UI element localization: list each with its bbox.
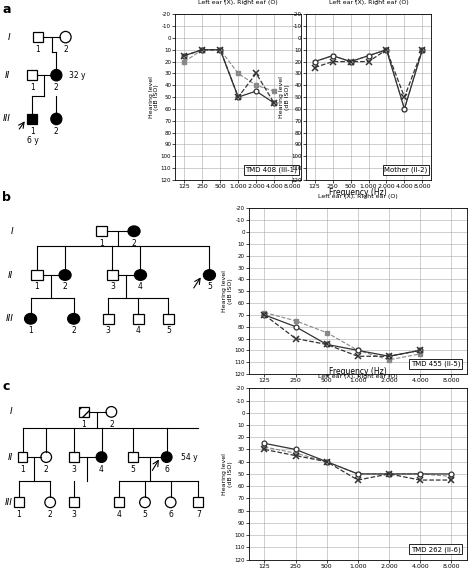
Text: 5: 5: [131, 465, 136, 474]
Text: Left ear (X), Right ear (O): Left ear (X), Right ear (O): [328, 0, 409, 5]
Text: 4: 4: [117, 510, 122, 518]
Text: TMD 262 (II-6): TMD 262 (II-6): [410, 546, 460, 553]
Text: 2: 2: [63, 45, 68, 54]
Text: 2: 2: [63, 282, 67, 291]
Text: 7: 7: [196, 510, 201, 518]
Circle shape: [106, 407, 117, 417]
FancyBboxPatch shape: [33, 32, 43, 42]
Text: 1: 1: [20, 465, 25, 474]
FancyBboxPatch shape: [193, 497, 203, 507]
Text: I: I: [8, 33, 10, 42]
FancyBboxPatch shape: [102, 314, 114, 324]
FancyBboxPatch shape: [31, 270, 43, 280]
FancyBboxPatch shape: [128, 452, 138, 462]
Title: Frequency (Hz): Frequency (Hz): [340, 0, 397, 2]
Circle shape: [41, 452, 52, 463]
Circle shape: [128, 226, 140, 236]
Text: 5: 5: [166, 325, 171, 335]
Title: Frequency (Hz): Frequency (Hz): [210, 0, 267, 2]
Text: 4: 4: [99, 465, 104, 474]
Text: II: II: [8, 271, 13, 280]
Text: c: c: [2, 380, 10, 393]
Text: I: I: [10, 407, 13, 416]
FancyBboxPatch shape: [163, 314, 174, 324]
Title: Frequency (Hz): Frequency (Hz): [329, 187, 387, 196]
Text: 2: 2: [54, 127, 59, 136]
Y-axis label: Hearing level
(dB ISO): Hearing level (dB ISO): [222, 270, 233, 312]
Text: Mother (II-2): Mother (II-2): [384, 167, 428, 173]
Text: Left ear (X), Right ear (O): Left ear (X), Right ear (O): [318, 194, 398, 199]
Text: 2: 2: [109, 420, 114, 429]
FancyBboxPatch shape: [133, 314, 144, 324]
Text: 3: 3: [72, 510, 76, 518]
Text: 5: 5: [207, 282, 212, 291]
Text: 1: 1: [100, 239, 104, 248]
Text: 3: 3: [110, 282, 115, 291]
Circle shape: [68, 313, 80, 324]
Circle shape: [165, 497, 176, 508]
FancyBboxPatch shape: [114, 497, 124, 507]
Circle shape: [96, 452, 107, 463]
Text: 1: 1: [36, 45, 40, 54]
FancyBboxPatch shape: [18, 452, 27, 462]
Title: Frequency (Hz): Frequency (Hz): [329, 367, 387, 376]
Text: 3: 3: [72, 465, 76, 474]
Text: II: II: [8, 453, 13, 461]
Text: 1: 1: [28, 325, 33, 335]
FancyBboxPatch shape: [107, 270, 118, 280]
Circle shape: [45, 497, 55, 508]
Text: 3: 3: [106, 325, 110, 335]
Circle shape: [135, 270, 146, 280]
Text: 4: 4: [136, 325, 141, 335]
Circle shape: [203, 270, 216, 280]
Text: 6: 6: [168, 510, 173, 518]
Text: TMD 455 (II-5): TMD 455 (II-5): [411, 361, 460, 367]
Text: 6 y: 6 y: [27, 136, 38, 146]
Text: III: III: [6, 314, 13, 323]
Circle shape: [51, 70, 62, 81]
Text: 4: 4: [138, 282, 143, 291]
Text: 2: 2: [48, 510, 53, 518]
Circle shape: [59, 270, 71, 280]
Y-axis label: Hearing level
(dB ISO): Hearing level (dB ISO): [279, 76, 290, 118]
Circle shape: [25, 313, 36, 324]
FancyBboxPatch shape: [79, 407, 89, 417]
Text: II: II: [5, 71, 10, 80]
Text: III: III: [5, 498, 13, 507]
Text: 1: 1: [30, 83, 35, 92]
Text: Left ear (X), Right ear (O): Left ear (X), Right ear (O): [198, 0, 278, 5]
Text: 2: 2: [132, 239, 137, 248]
FancyBboxPatch shape: [14, 497, 24, 507]
Text: III: III: [2, 114, 10, 123]
Text: TMD 408 (III-1): TMD 408 (III-1): [246, 167, 297, 173]
Text: 2: 2: [71, 325, 76, 335]
Y-axis label: Hearing level
(dB ISO): Hearing level (dB ISO): [222, 453, 233, 495]
Circle shape: [51, 113, 62, 124]
FancyBboxPatch shape: [69, 497, 79, 507]
Text: I: I: [11, 227, 13, 236]
Text: 2: 2: [44, 465, 49, 474]
Circle shape: [60, 31, 71, 43]
Y-axis label: Hearing level
(dB ISO): Hearing level (dB ISO): [148, 76, 159, 118]
Text: 1: 1: [30, 127, 35, 136]
Text: Left ear (X), Right ear (O): Left ear (X), Right ear (O): [318, 374, 398, 379]
FancyBboxPatch shape: [96, 226, 107, 236]
Circle shape: [161, 452, 172, 463]
Text: 1: 1: [16, 510, 21, 518]
Text: b: b: [2, 191, 11, 204]
FancyBboxPatch shape: [69, 452, 79, 462]
Text: 6: 6: [164, 465, 169, 474]
FancyBboxPatch shape: [27, 70, 37, 81]
Text: 54 y: 54 y: [181, 453, 197, 461]
Text: 32 y: 32 y: [69, 71, 86, 80]
Text: 5: 5: [143, 510, 147, 518]
Text: 1: 1: [82, 420, 86, 429]
Circle shape: [140, 497, 150, 508]
Text: 2: 2: [54, 83, 59, 92]
FancyBboxPatch shape: [27, 114, 37, 124]
Text: a: a: [2, 3, 11, 16]
Text: 1: 1: [35, 282, 39, 291]
